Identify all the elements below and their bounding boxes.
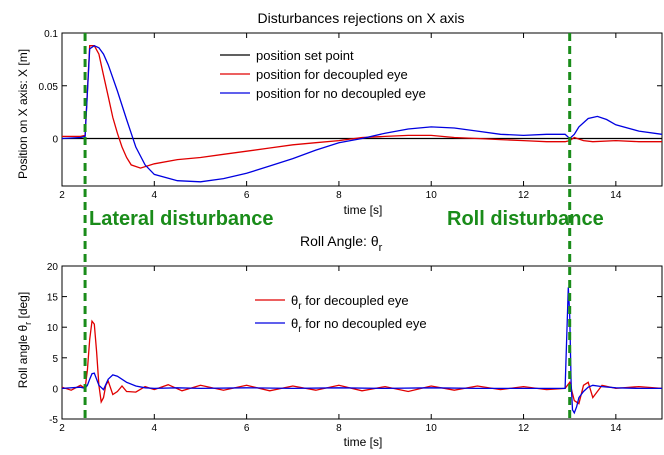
- legend-theta: θ: [291, 316, 298, 331]
- bottom-y-tick-label: 0: [52, 384, 58, 395]
- bottom-x-tick-label: 8: [336, 423, 342, 434]
- top-x-tick-label: 12: [518, 190, 530, 201]
- bottom-ylabel-suffix: [deg]: [16, 292, 30, 322]
- top-ticks: 2 4 6 8 10 12 14 0 0.05 0.1: [39, 29, 662, 201]
- top-y-tick-label: 0.1: [44, 29, 58, 40]
- bottom-y-axis-label: Roll angle θr [deg]: [16, 292, 33, 388]
- top-x-tick-label: 6: [244, 190, 250, 201]
- bottom-x-tick-label: 12: [518, 423, 530, 434]
- bottom-legend-label: θr for decoupled eye: [291, 293, 409, 312]
- bottom-y-tick-label: 15: [47, 293, 59, 304]
- bottom-y-tick-label: 10: [47, 323, 59, 334]
- position-panel: Disturbances rejections on X axis 2 4 6 8 10…: [16, 10, 663, 217]
- bottom-x-tick-label: 2: [59, 423, 65, 434]
- bottom-x-tick-label: 6: [244, 423, 250, 434]
- roll-disturbance-label: Roll disturbance: [447, 208, 604, 230]
- bottom-y-tick-label: 5: [52, 354, 58, 365]
- top-x-tick-label: 8: [336, 190, 342, 201]
- top-y-tick-label: 0: [52, 135, 58, 146]
- bottom-x-tick-label: 4: [152, 423, 158, 434]
- lateral-disturbance-label: Lateral disturbance: [89, 208, 274, 230]
- legend-subscript: r: [298, 301, 302, 312]
- legend-text: for decoupled eye: [302, 293, 409, 308]
- top-series: [62, 44, 662, 183]
- top-legend-label: position for no decoupled eye: [256, 86, 426, 101]
- top-y-axis-label: Position on X axis: X [m]: [16, 49, 30, 179]
- bottom-x-axis-label: time [s]: [344, 435, 383, 449]
- legend-theta: θ: [291, 293, 298, 308]
- bottom-y-tick-label: 20: [47, 262, 59, 273]
- bottom-legend-label: θr for no decoupled eye: [291, 316, 427, 335]
- bottom-series-line-1: [62, 287, 662, 415]
- bottom-series-line-0: [62, 319, 662, 405]
- legend-text: for no decoupled eye: [302, 316, 427, 331]
- top-chart-title: Disturbances rejections on X axis: [258, 10, 465, 26]
- top-x-tick-label: 2: [59, 190, 65, 201]
- bottom-title-prefix: Roll Angle: θ: [300, 233, 379, 249]
- top-y-tick-label: 0.05: [39, 82, 59, 93]
- bottom-x-tick-label: 14: [610, 423, 622, 434]
- top-x-tick-label: 14: [610, 190, 622, 201]
- legend-subscript: r: [298, 324, 302, 335]
- top-x-axis-label: time [s]: [344, 203, 383, 217]
- top-x-tick-label: 10: [426, 190, 438, 201]
- top-plot-area: [61, 32, 663, 187]
- bottom-title-subscript: r: [379, 242, 383, 254]
- bottom-plot-area: [61, 265, 663, 420]
- top-legend-label: position for decoupled eye: [256, 67, 408, 82]
- top-legend: position set point position for decoupled…: [220, 48, 426, 101]
- bottom-x-tick-label: 10: [426, 423, 438, 434]
- bottom-ylabel-subscript: r: [23, 322, 33, 325]
- bottom-ticks: 2 4 6 8 10 12 14 -5 0 5 10 15 20: [47, 262, 662, 434]
- top-x-tick-label: 4: [152, 190, 158, 201]
- top-series-line-2: [62, 44, 662, 183]
- top-legend-label: position set point: [256, 48, 354, 63]
- bottom-series: [62, 287, 662, 415]
- bottom-y-tick-label: -5: [49, 415, 58, 426]
- bottom-ylabel-prefix: Roll angle θ: [16, 325, 30, 389]
- bottom-chart-title: Roll Angle: θr: [300, 233, 383, 254]
- top-series-line-1: [62, 45, 662, 169]
